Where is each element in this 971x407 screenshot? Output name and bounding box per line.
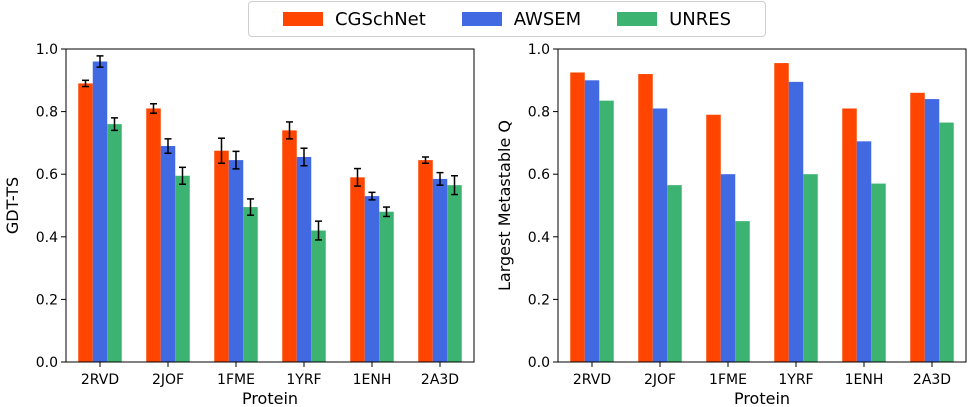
y-tick-label: 0.0 — [528, 355, 550, 371]
bar-cgschnet-2rvd — [78, 83, 93, 363]
legend-label-cgschnet: CGSchNet — [334, 8, 426, 30]
error-bar-awsem-1enh — [368, 191, 376, 201]
y-tick-label: 1.0 — [36, 42, 58, 58]
bar-unres-1fme — [243, 207, 258, 362]
bar-cgschnet-1enh — [350, 177, 365, 362]
y-tick-label: 0.6 — [528, 167, 550, 183]
bar-awsem-1enh — [856, 141, 872, 362]
bar-awsem-2rvd — [92, 61, 108, 363]
error-bar-awsem-2a3d — [436, 171, 444, 186]
legend-swatch-unres — [617, 12, 658, 26]
bar-unres-1yrf — [311, 230, 326, 362]
legend-label-unres: UNRES — [669, 8, 732, 30]
bar-cgschnet-1fme — [706, 114, 721, 362]
bar-cgschnet-1yrf — [282, 130, 297, 362]
x-tick-label-1fme: 1FME — [217, 372, 255, 388]
error-bar-unres-2jof — [179, 166, 186, 185]
error-bar-awsem-1fme — [232, 150, 240, 170]
y-tick-label: 0.6 — [36, 167, 58, 183]
bar-awsem-2rvd — [584, 80, 600, 363]
error-bar-cgschnet-2a3d — [422, 156, 429, 164]
y-tick-label: 1.0 — [528, 42, 550, 58]
bar-cgschnet-2rvd — [570, 72, 585, 362]
bar-unres-2a3d — [939, 122, 954, 363]
error-bar-cgschnet-1yrf — [286, 121, 293, 140]
bar-awsem-1yrf — [788, 81, 804, 363]
bar-awsem-2jof — [160, 146, 176, 362]
bar-cgschnet-2a3d — [418, 160, 433, 362]
plot-frame — [65, 48, 475, 363]
y-axis-label: GDT-TS — [3, 177, 22, 234]
y-tick-label: 0.8 — [36, 105, 58, 121]
legend-item-cgschnet: CGSchNet — [282, 8, 426, 30]
x-tick-label-1enh: 1ENH — [845, 372, 884, 388]
bar-awsem-2jof — [652, 108, 668, 362]
bar-cgschnet-2a3d — [910, 92, 925, 362]
x-tick-label-2rvd: 2RVD — [573, 372, 611, 388]
bar-awsem-1fme — [228, 160, 244, 362]
plot-frame — [557, 48, 967, 363]
bar-cgschnet-1fme — [214, 150, 229, 362]
x-axis-label: Protein — [734, 389, 790, 407]
gdt-ts-chart: 0.0 0.2 0.4 0.6 0.8 1.0 2RVD 2JOF 1FME 1YRF 1ENH 2A… — [3, 42, 475, 407]
error-bar-cgschnet-2jof — [150, 103, 157, 114]
error-bar-unres-1enh — [383, 206, 390, 218]
x-tick-label-2a3d: 2A3D — [421, 372, 459, 388]
error-bar-awsem-2rvd — [96, 55, 104, 68]
bar-unres-2rvd — [107, 124, 122, 363]
x-tick-label-2rvd: 2RVD — [81, 372, 119, 388]
legend-label-awsem: AWSEM — [513, 8, 582, 30]
bar-awsem-2a3d — [924, 99, 940, 362]
bar-cgschnet-2jof — [638, 74, 653, 362]
legend-swatch-cgschnet — [282, 12, 323, 26]
bar-unres-2jof — [175, 175, 190, 362]
bar-unres-2jof — [667, 185, 682, 362]
bar-unres-1enh — [379, 211, 394, 362]
x-tick-label-2jof: 2JOF — [152, 372, 184, 388]
y-tick-label: 0.4 — [36, 230, 58, 246]
error-bar-cgschnet-2rvd — [82, 79, 89, 88]
error-bar-awsem-1yrf — [300, 147, 308, 167]
y-tick-label: 0.2 — [528, 292, 550, 308]
bar-cgschnet-2jof — [146, 108, 161, 362]
bar-awsem-1fme — [720, 174, 736, 362]
y-axis-label: Largest Metastable Q — [495, 120, 514, 291]
legend-item-awsem: AWSEM — [461, 8, 582, 30]
x-tick-label-1yrf: 1YRF — [778, 372, 813, 388]
y-tick-label: 0.0 — [36, 355, 58, 371]
bar-unres-1yrf — [803, 174, 818, 362]
error-bar-unres-2a3d — [451, 175, 458, 196]
bar-unres-2rvd — [599, 100, 614, 363]
error-bar-awsem-2jof — [164, 138, 172, 154]
bar-cgschnet-1yrf — [774, 63, 789, 363]
bar-unres-2a3d — [447, 185, 462, 362]
error-bar-unres-2rvd — [111, 117, 118, 132]
bar-awsem-1yrf — [296, 156, 312, 362]
y-tick-label: 0.8 — [528, 105, 550, 121]
bar-unres-1fme — [735, 221, 750, 362]
error-bar-cgschnet-1fme — [218, 137, 225, 164]
metastable-q-chart: 0.0 0.2 0.4 0.6 0.8 1.0 2RVD 2JOF 1FME 1YRF 1ENH 2A… — [495, 42, 967, 407]
x-tick-label-2a3d: 2A3D — [913, 372, 951, 388]
x-tick-label-2jof: 2JOF — [644, 372, 676, 388]
error-bar-cgschnet-1enh — [354, 167, 361, 187]
legend-swatch-awsem — [461, 12, 502, 26]
legend-item-unres: UNRES — [617, 9, 731, 30]
y-tick-label: 0.4 — [528, 230, 550, 246]
bar-awsem-2a3d — [432, 178, 448, 362]
legend: CGSchNet AWSEM UNRES — [248, 1, 766, 37]
x-tick-label-1yrf: 1YRF — [286, 372, 321, 388]
bar-unres-1enh — [871, 183, 886, 362]
y-tick-label: 0.2 — [36, 292, 58, 308]
error-bar-unres-1yrf — [315, 220, 322, 241]
error-bar-unres-1fme — [247, 198, 254, 216]
bar-cgschnet-1enh — [842, 108, 857, 362]
x-axis-label: Protein — [242, 389, 298, 407]
bar-awsem-1enh — [364, 196, 380, 362]
x-tick-label-1fme: 1FME — [709, 372, 747, 388]
x-tick-label-1enh: 1ENH — [353, 372, 392, 388]
